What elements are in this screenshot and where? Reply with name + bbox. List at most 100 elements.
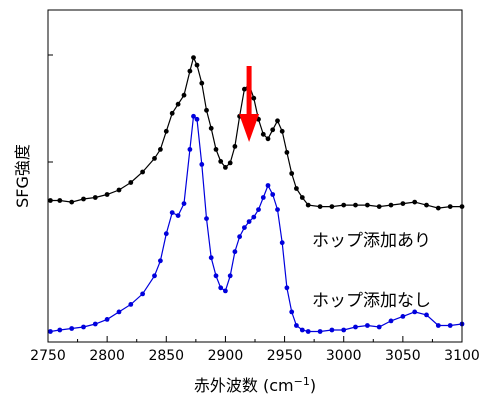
series-1-point <box>116 309 122 315</box>
series-1-point <box>191 113 196 119</box>
x-tick-label: 3050 <box>385 348 421 364</box>
series-1-point <box>57 327 63 333</box>
series-1-point <box>48 329 53 334</box>
series-0-point <box>270 127 276 133</box>
series-1-point <box>218 285 224 291</box>
series-1-point <box>208 255 214 261</box>
series-0-point <box>265 136 271 142</box>
series-1-point <box>169 210 175 216</box>
series-0-point <box>447 204 453 210</box>
series-1-point <box>163 231 169 237</box>
series-1-point <box>275 207 280 213</box>
series-1-point <box>152 273 157 279</box>
x-tick-label: 2850 <box>148 348 184 364</box>
series-1-point <box>187 147 193 152</box>
series-0-point <box>227 160 233 166</box>
series-0-point <box>199 80 205 86</box>
x-tick-label: 3000 <box>326 348 362 364</box>
series-0-point <box>213 147 219 152</box>
series-1-point <box>199 162 205 167</box>
series-0-point <box>341 202 347 208</box>
series-1-point <box>104 317 110 322</box>
series-0-point <box>329 204 335 210</box>
series-0-point <box>299 195 305 200</box>
series-1-point <box>194 116 200 122</box>
series-1-point <box>400 314 406 319</box>
series-1-point <box>265 183 271 188</box>
series-0-point <box>251 95 257 101</box>
series-1-point <box>251 214 257 220</box>
series-0-point <box>191 55 196 60</box>
series-0-point <box>365 202 370 208</box>
series-0-point <box>208 125 214 131</box>
series-0-point <box>260 131 266 137</box>
series-1-point <box>256 207 261 213</box>
series-0-point <box>353 202 358 208</box>
series-1-point <box>128 302 134 307</box>
series-1-point <box>424 312 429 318</box>
series-1-point <box>329 327 335 333</box>
x-axis-title: 赤外波数 (cm−1) <box>194 375 316 395</box>
annotation-layer <box>239 66 260 142</box>
series-0-point <box>412 199 418 205</box>
series-0-point <box>275 118 280 124</box>
series-1-point <box>213 273 219 279</box>
series-0-point <box>104 192 110 197</box>
series-0-point <box>175 101 181 107</box>
series-line-0 <box>50 55 462 209</box>
series-1-point <box>317 329 323 334</box>
series-0-point <box>294 186 299 191</box>
series-0-point <box>128 180 134 185</box>
series-1-point <box>246 219 252 225</box>
series-1-point <box>305 329 311 334</box>
series-1-point <box>69 326 75 331</box>
series-0-point <box>187 68 193 74</box>
series-0-point <box>284 150 290 155</box>
series-0-point <box>242 86 247 92</box>
series-1-point <box>223 288 228 294</box>
series-1-point <box>299 327 305 333</box>
series-1-point <box>237 234 243 240</box>
series-1-point <box>365 323 370 328</box>
series-0-point <box>223 165 228 170</box>
series-0-point <box>92 195 98 200</box>
series-label-with-hop: ホップ添加あり <box>312 231 431 251</box>
series-1-point <box>289 309 295 315</box>
series-0-point <box>116 187 122 193</box>
series-0-point <box>424 202 429 208</box>
series-0-point <box>305 202 311 208</box>
series-0-point <box>163 128 169 134</box>
series-0-point <box>158 147 163 152</box>
series-0-point <box>48 198 53 203</box>
series-1-point <box>412 309 418 315</box>
series-1-point <box>181 201 187 207</box>
series-1-point <box>353 324 358 330</box>
series-0-point <box>388 202 394 208</box>
series-0-point <box>204 107 209 113</box>
series-0-point <box>317 204 323 210</box>
series-1-point <box>158 258 163 264</box>
x-tick-label: 2750 <box>30 348 66 364</box>
series-label-without-hop: ホップ添加なし <box>312 291 431 311</box>
series-1-point <box>81 324 86 330</box>
series-1-point <box>270 192 276 197</box>
series-1-point <box>435 323 441 328</box>
series-1-point <box>447 323 453 328</box>
axes-layer: 2750 2800 2850 2900 2950 3000 3050 3100 赤外波数 (cm… <box>13 9 480 395</box>
series-1-point <box>388 318 394 324</box>
y-axis-title: SFG強度 <box>13 144 32 208</box>
series-1-point <box>204 216 209 222</box>
series-0-point <box>218 159 224 164</box>
series-0-point <box>81 196 86 202</box>
series-0-point <box>169 110 175 116</box>
series-1-point <box>227 273 233 279</box>
series-0-point <box>400 201 406 207</box>
series-1-point <box>284 285 290 291</box>
series-1-point <box>341 327 347 333</box>
series-1-point <box>175 213 181 219</box>
series-0-point <box>376 204 382 210</box>
series-0-point <box>152 156 157 161</box>
arrow-shaft <box>246 66 252 116</box>
